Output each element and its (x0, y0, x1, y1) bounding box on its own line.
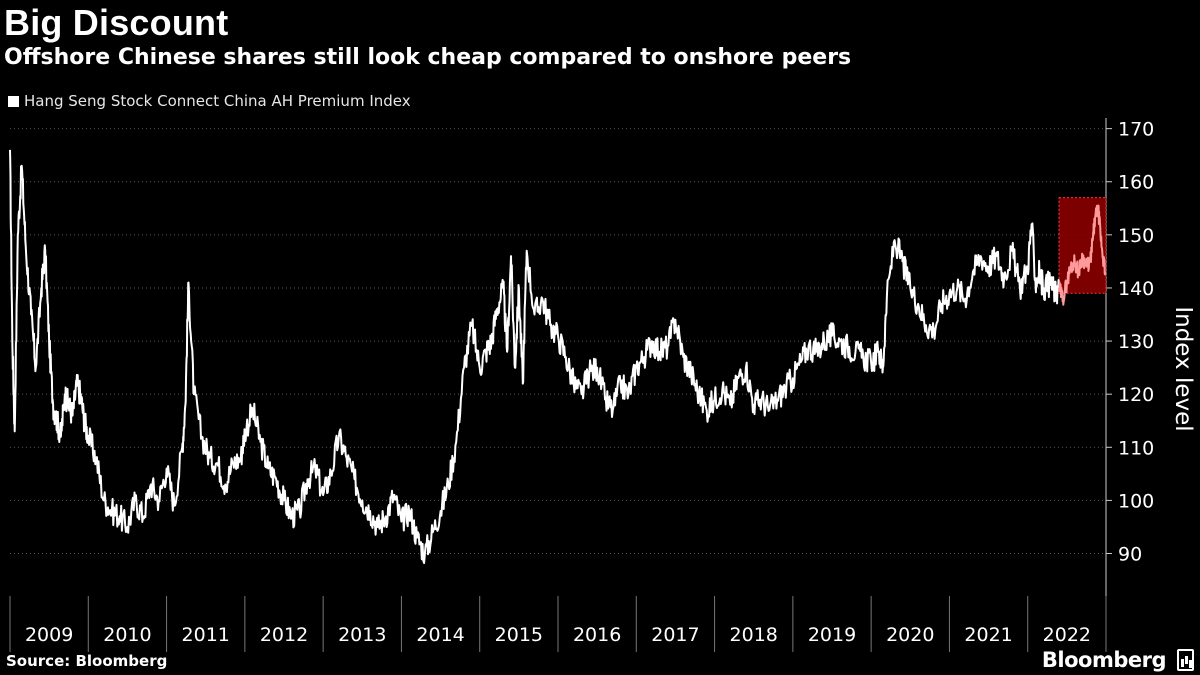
legend-label: Hang Seng Stock Connect China AH Premium… (24, 92, 411, 110)
y-tick-label: 140 (1118, 278, 1154, 300)
x-tick-label: 2016 (573, 624, 621, 646)
y-tick-label: 130 (1118, 331, 1154, 353)
x-tick-label: 2010 (103, 624, 151, 646)
chart-title: Big Discount (4, 2, 229, 43)
y-tick-label: 100 (1118, 490, 1154, 512)
x-tick-label: 2013 (338, 624, 386, 646)
x-tick-label: 2011 (182, 624, 230, 646)
legend: Hang Seng Stock Connect China AH Premium… (8, 92, 411, 110)
y-tick-label: 160 (1118, 172, 1154, 194)
chart-subtitle: Offshore Chinese shares still look cheap… (4, 45, 852, 70)
x-tick-label: 2009 (25, 624, 73, 646)
x-tick-label: 2022 (1043, 624, 1091, 646)
x-tick-label: 2021 (964, 624, 1012, 646)
brand-logo: Bloomberg (1041, 648, 1167, 672)
x-tick-label: 2012 (260, 624, 308, 646)
highlight-series-line (1058, 204, 1107, 306)
y-tick-label: 110 (1118, 437, 1154, 459)
y-tick-label: 170 (1118, 119, 1154, 141)
y-tick-label: 120 (1118, 384, 1154, 406)
x-tick-label: 2018 (730, 624, 778, 646)
legend-swatch (8, 95, 19, 107)
series-line (9, 149, 1060, 564)
y-tick-label: 90 (1118, 544, 1142, 566)
x-tick-label: 2019 (808, 624, 856, 646)
x-tick-label: 2020 (886, 624, 934, 646)
source-note: Source: Bloomberg (6, 652, 168, 670)
y-axis-title: Index level (1170, 306, 1196, 431)
y-tick-label: 150 (1118, 225, 1154, 247)
x-tick-label: 2015 (495, 624, 543, 646)
x-tick-label: 2014 (416, 624, 464, 646)
bar-chart-icon (1177, 649, 1194, 671)
x-tick-label: 2017 (651, 624, 699, 646)
